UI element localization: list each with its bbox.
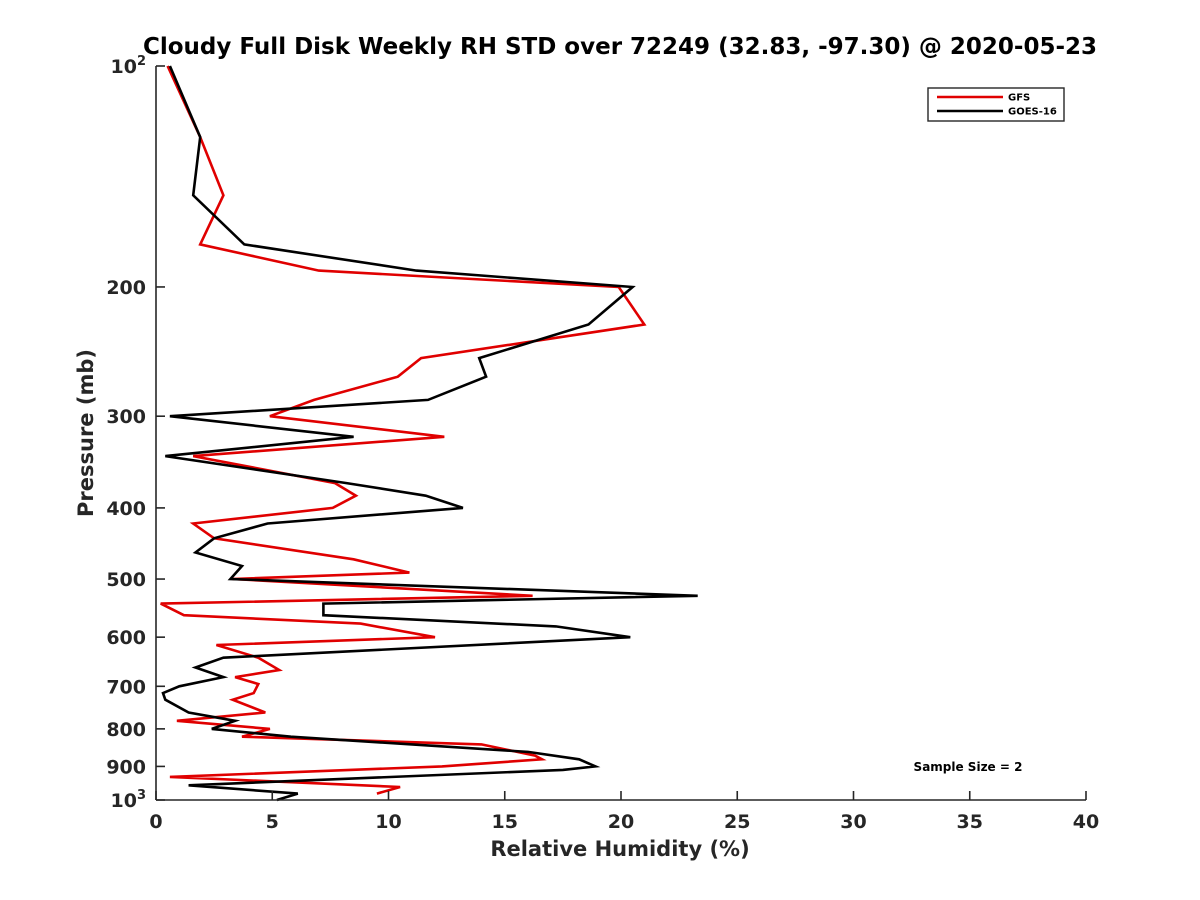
legend: GFS GOES-16 [927, 87, 1065, 122]
y-tick-label: 500 [106, 569, 146, 591]
x-tick-label: 40 [1073, 811, 1099, 833]
x-axis-label: Relative Humidity (%) [490, 837, 749, 861]
x-tick-label: 25 [724, 811, 750, 833]
x-tick-label: 5 [266, 811, 279, 833]
chart-title: Cloudy Full Disk Weekly RH STD over 7224… [143, 34, 1097, 60]
sample-size-note: Sample Size = 2 [914, 760, 1023, 774]
y-tick-exponent: 2 [137, 54, 146, 69]
y-tick-label: 800 [106, 719, 146, 741]
axes-layer: 0 5 10 15 20 25 30 35 40102200300400500600700800… [106, 54, 1099, 833]
y-tick-label: 300 [106, 406, 146, 428]
x-tick-label: 30 [840, 811, 866, 833]
series-line-gfs [160, 65, 647, 795]
y-tick-label: 600 [106, 627, 146, 649]
legend-label-goes-16: GOES-16 [1008, 107, 1057, 118]
y-axis-label: Pressure (mb) [74, 349, 98, 517]
y-tick-label: 900 [106, 756, 146, 778]
x-tick-label: 0 [149, 811, 162, 833]
x-tick-label: 20 [608, 811, 634, 833]
plot-area: 0 5 10 15 20 25 30 35 40102200300400500600700800… [106, 54, 1099, 833]
x-tick-label: 35 [957, 811, 983, 833]
legend-label-gfs: GFS [1008, 93, 1030, 104]
legend-box [927, 87, 1065, 122]
y-tick-label: 400 [106, 498, 146, 520]
y-tick-label: 700 [106, 676, 146, 698]
y-tick-label: 200 [106, 277, 146, 299]
series-line-goes-16 [161, 65, 698, 802]
x-tick-label: 10 [375, 811, 401, 833]
series-layer [160, 65, 698, 802]
y-tick-exponent: 3 [137, 788, 146, 803]
x-tick-label: 15 [492, 811, 518, 833]
